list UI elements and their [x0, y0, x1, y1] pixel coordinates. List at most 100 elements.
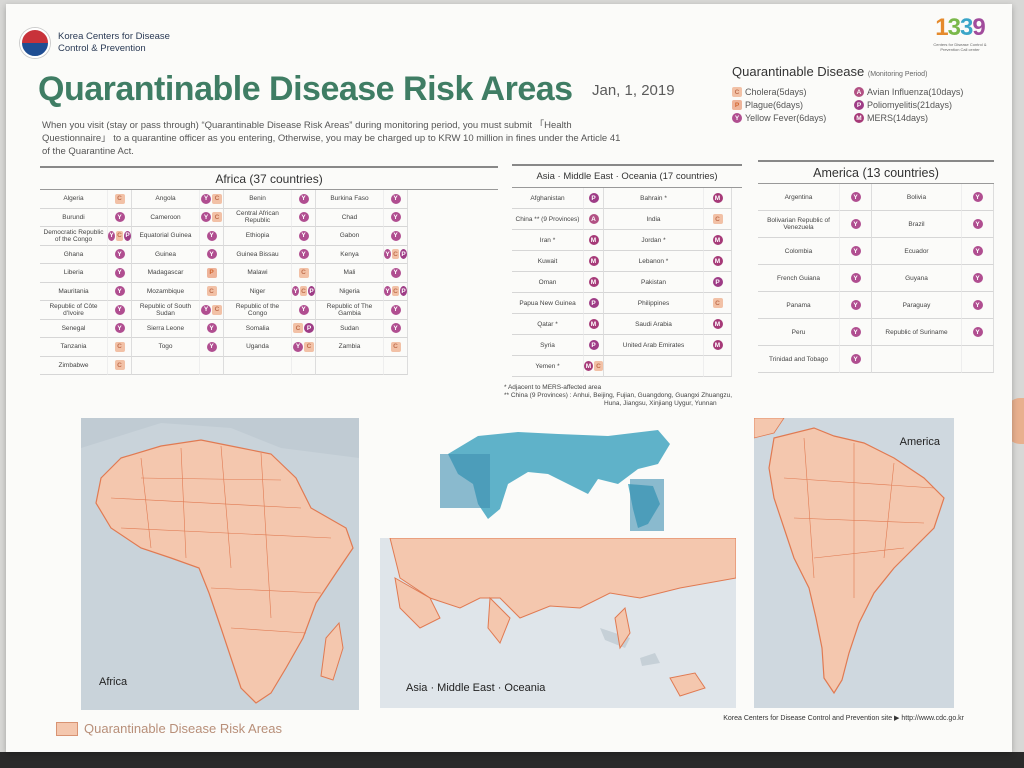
- legend-title-text: Quarantinable Disease: [732, 64, 865, 79]
- disease-badges: P: [704, 272, 732, 293]
- disease-badges: M: [704, 230, 732, 251]
- country-name: [316, 356, 384, 375]
- yellow-fever-badge: Y: [972, 219, 983, 229]
- disease-badges: C: [292, 264, 316, 283]
- country-name: French Guiana: [758, 265, 840, 292]
- country-name: Angola: [132, 190, 200, 209]
- country-name: Sierra Leone: [132, 319, 200, 338]
- org-name-line1: Korea Centers for Disease: [58, 31, 170, 42]
- legend-item-label: Cholera(5days): [745, 87, 807, 97]
- country-name: Burundi: [40, 208, 108, 227]
- disease-badges: Y: [292, 245, 316, 264]
- yellow-fever-badge: Y: [298, 212, 309, 223]
- cholera-badge: C: [304, 341, 314, 352]
- country-name: Mali: [316, 264, 384, 283]
- country-name: Zimbabwe: [40, 356, 108, 375]
- plague-badge: P: [732, 100, 742, 110]
- country-name: Republic of South Sudan: [132, 301, 200, 320]
- disease-badges: M: [704, 188, 732, 209]
- org-name: Korea Centers for Disease Control & Prev…: [58, 31, 170, 55]
- taegeuk-icon: [20, 28, 50, 58]
- mers-badge: M: [584, 361, 593, 371]
- america-header: America (13 countries): [758, 162, 994, 184]
- country-name: Syria: [512, 335, 584, 356]
- legend-item: P Plague(6days): [732, 100, 854, 110]
- mers-badge: M: [588, 235, 599, 245]
- website-note: Korea Centers for Disease Control and Pr…: [723, 715, 964, 722]
- country-name: Central African Republic: [224, 208, 292, 227]
- yellow-fever-badge: Y: [972, 273, 983, 283]
- poliomyelitis-badge: P: [124, 230, 131, 241]
- country-name: Jordan *: [604, 230, 704, 251]
- disease-badges: Y: [292, 227, 316, 246]
- india: [487, 596, 511, 644]
- yellow-fever-badge: Y: [206, 249, 217, 260]
- yellow-fever-badge: Y: [201, 304, 211, 315]
- country-name: Ethiopia: [224, 227, 292, 246]
- yellow-fever-badge: Y: [201, 193, 211, 204]
- disease-badges: Y: [200, 227, 224, 246]
- country-name: Republic of The Gambia: [316, 301, 384, 320]
- cholera-badge: C: [712, 214, 723, 224]
- country-name: Burkina Faso: [316, 190, 384, 209]
- country-name: Papua New Guinea: [512, 293, 584, 314]
- papua-new-guinea: [669, 672, 706, 697]
- africa-map-svg: [81, 418, 359, 704]
- disease-badges: Y: [840, 238, 872, 265]
- yellow-fever-badge: Y: [384, 249, 391, 260]
- country-name: Bahrain *: [604, 188, 704, 209]
- footnote-1: * Adjacent to MERS-affected area: [504, 384, 602, 391]
- country-name: Algeria: [40, 190, 108, 209]
- country-name: Kenya: [316, 245, 384, 264]
- country-name: Saudi Arabia: [604, 314, 704, 335]
- cholera-badge: C: [392, 249, 399, 260]
- yellow-fever-badge: Y: [850, 219, 861, 229]
- yellow-fever-badge: Y: [114, 304, 125, 315]
- yellow-fever-badge: Y: [298, 230, 309, 241]
- disease-badges: Y: [108, 245, 132, 264]
- cholera-badge: C: [298, 267, 309, 278]
- cholera-badge: C: [300, 286, 307, 297]
- footnote-3: Huna, Jiangsu, Xinjiang Uygur, Yunnan: [604, 400, 717, 407]
- africa-table: Africa (37 countries) Algeria C Angola Y C Be…: [40, 166, 498, 375]
- country-name: Togo: [132, 338, 200, 357]
- country-name: Philippines: [604, 293, 704, 314]
- legend-item-label: Poliomyelitis(21days): [867, 100, 953, 110]
- cholera-badge: C: [116, 230, 123, 241]
- disease-badges: Y: [292, 208, 316, 227]
- page-title: Quarantinable Disease Risk Areas: [38, 70, 573, 108]
- america-highlight: [630, 479, 664, 531]
- legend-item-label: Yellow Fever(6days): [745, 113, 827, 123]
- america-map-svg: [754, 418, 945, 695]
- disease-badges: Y: [840, 292, 872, 319]
- mers-badge: M: [854, 113, 864, 123]
- country-name: Zambia: [316, 338, 384, 357]
- cholera-badge: C: [594, 361, 603, 371]
- disease-badges: C: [704, 209, 732, 230]
- arabia: [394, 577, 441, 629]
- disease-badges: C: [108, 190, 132, 209]
- disease-badges: M: [584, 251, 604, 272]
- yellow-fever-badge: Y: [390, 304, 401, 315]
- country-name: Qatar *: [512, 314, 584, 335]
- country-name: Yemen *: [512, 356, 584, 377]
- country-name: Panama: [758, 292, 840, 319]
- disease-badges: Y: [384, 301, 408, 320]
- country-name: Kuwait: [512, 251, 584, 272]
- europe-land: [81, 418, 359, 458]
- cholera-badge: C: [390, 341, 401, 352]
- yellow-fever-badge: Y: [850, 327, 861, 337]
- southeast-asia-islands: [600, 628, 660, 666]
- disease-badges: P: [584, 188, 604, 209]
- plague-badge: P: [206, 267, 217, 278]
- yellow-fever-badge: Y: [972, 327, 983, 337]
- country-name: Republic of Côte d'Ivoire: [40, 301, 108, 320]
- country-name: Paraguay: [872, 292, 962, 319]
- country-name: [872, 346, 962, 373]
- country-name: Sudan: [316, 319, 384, 338]
- country-name: Guinea Bissau: [224, 245, 292, 264]
- disease-badges: M: [584, 272, 604, 293]
- legend-grid: C Cholera(5days) A Avian Influenza(10days) P…: [732, 87, 982, 123]
